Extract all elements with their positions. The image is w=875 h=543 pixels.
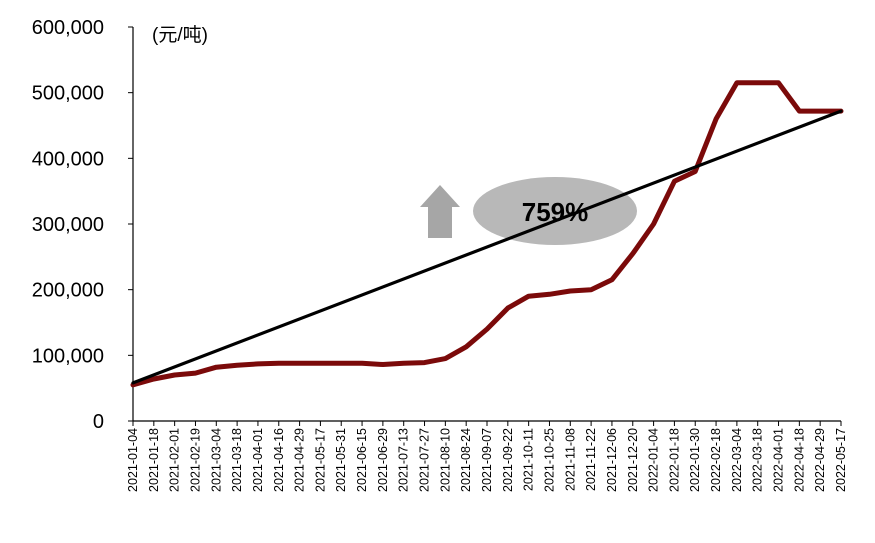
x-tick-label: 2021-04-16 — [272, 428, 286, 492]
x-tick-label: 2021-01-04 — [126, 428, 140, 492]
x-tick-label: 2021-09-22 — [501, 428, 515, 492]
x-tick-label: 2021-12-20 — [626, 428, 640, 492]
x-tick-label: 2021-11-08 — [563, 428, 577, 491]
x-tick-label: 2021-06-15 — [355, 428, 369, 492]
x-tick-label: 2021-03-04 — [209, 428, 223, 492]
growth-annotation: 759% — [420, 177, 637, 245]
x-tick-label: 2021-06-29 — [376, 428, 390, 492]
x-tick-label: 2022-01-18 — [667, 428, 681, 492]
x-tick-label: 2021-12-06 — [605, 428, 619, 492]
x-tick-label: 2021-08-10 — [438, 428, 452, 492]
x-tick-label: 2022-01-30 — [688, 428, 702, 492]
x-tick-label: 2022-03-04 — [730, 428, 744, 492]
x-tick-label: 2021-03-18 — [230, 428, 244, 492]
y-ticks: 0 100,000 200,000 300,000 400,000 500,000 600,… — [32, 17, 133, 433]
x-tick-label: 2021-07-13 — [397, 428, 411, 492]
x-tick-label: 2021-01-18 — [147, 428, 161, 492]
x-tick-label: 2021-02-19 — [188, 428, 202, 492]
x-tick-label: 2022-01-04 — [647, 428, 661, 492]
x-tick-label: 2021-02-01 — [168, 428, 182, 492]
x-ticks: 2021-01-04 2021-01-18 2021-02-01 2021-02-19… — [126, 421, 848, 492]
series-layer — [130, 80, 844, 388]
x-tick-label: 2022-03-18 — [751, 428, 765, 492]
x-tick-label: 2022-05-17 — [834, 428, 848, 492]
y-tick-label: 200,000 — [32, 280, 104, 302]
up-arrow-icon — [420, 185, 460, 238]
x-tick-label: 2021-04-01 — [251, 428, 265, 492]
x-tick-label: 2021-07-27 — [418, 428, 432, 492]
y-tick-label: 600,000 — [32, 17, 104, 39]
y-tick-label: 400,000 — [32, 148, 104, 170]
x-tick-label: 2021-05-17 — [313, 428, 327, 492]
x-tick-label: 2022-04-29 — [813, 428, 827, 492]
trend-line — [131, 109, 843, 385]
y-tick-label: 100,000 — [32, 345, 104, 367]
x-tick-label: 2021-10-11 — [522, 428, 536, 491]
x-tick-label: 2022-04-01 — [772, 428, 786, 492]
x-tick-label: 2021-10-25 — [542, 428, 556, 492]
y-axis-unit-label: (元/吨) — [152, 24, 208, 46]
x-tick-label: 2021-05-31 — [334, 428, 348, 492]
growth-bubble — [473, 177, 637, 245]
y-tick-label: 300,000 — [32, 214, 104, 236]
x-tick-label: 2021-08-24 — [459, 428, 473, 492]
price-series-line — [130, 80, 844, 388]
y-tick-label: 0 — [93, 411, 104, 433]
x-tick-label: 2022-02-18 — [709, 428, 723, 492]
x-tick-label: 2022-04-18 — [792, 428, 806, 492]
x-tick-label: 2021-11-22 — [584, 428, 598, 491]
y-tick-label: 500,000 — [32, 83, 104, 105]
x-tick-label: 2021-04-29 — [293, 428, 307, 492]
x-tick-label: 2021-09-07 — [480, 428, 494, 492]
